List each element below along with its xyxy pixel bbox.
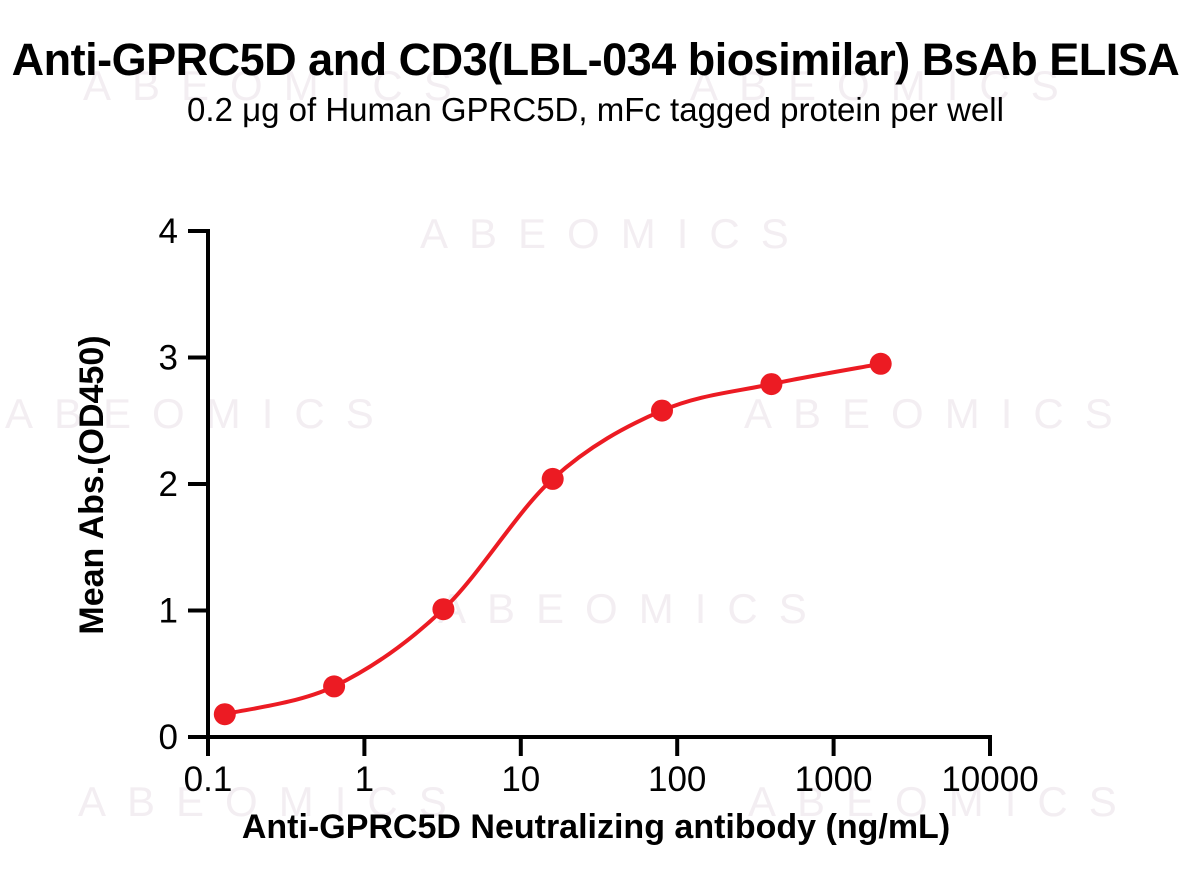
y-tick-label: 3 <box>159 339 178 378</box>
data-point <box>869 352 892 375</box>
data-point <box>213 703 236 726</box>
watermark: ABEOMICS <box>748 778 1138 825</box>
y-tick-label: 1 <box>159 592 178 631</box>
fit-curve <box>224 361 882 717</box>
watermark: ABEOMICS <box>690 62 1080 109</box>
data-point <box>323 675 346 698</box>
plot-series <box>213 352 892 726</box>
x-tick-label: 1000 <box>795 760 873 799</box>
y-axis-title: Mean Abs.(OD450) <box>73 335 111 634</box>
watermark: ABEOMICS <box>420 210 810 257</box>
watermark: ABEOMICS <box>438 585 828 632</box>
y-tick-label: 4 <box>159 212 178 251</box>
y-tick-label: 2 <box>159 465 178 504</box>
chart-title: Anti-GPRC5D and CD3(LBL-034 biosimilar) … <box>11 34 1180 85</box>
watermark: ABEOMICS <box>83 62 473 109</box>
x-tick-label: 0.1 <box>184 760 233 799</box>
x-tick-label: 10000 <box>941 760 1038 799</box>
x-tick-label: 10 <box>501 760 540 799</box>
x-tick-label: 100 <box>648 760 706 799</box>
y-tick-label: 0 <box>159 718 178 757</box>
watermark: ABEOMICS <box>78 778 468 825</box>
data-point <box>760 373 783 396</box>
axes: 0 1 2 3 4 0.1 1 10 100 1000 10000 <box>159 212 1039 799</box>
chart-subtitle: 0.2 μg of Human GPRC5D, mFc tagged prote… <box>187 91 1004 128</box>
x-tick-label: 1 <box>355 760 374 799</box>
watermark: ABEOMICS <box>744 390 1134 437</box>
data-point <box>541 467 564 490</box>
data-point <box>432 598 455 621</box>
watermark: ABEOMICS <box>5 390 395 437</box>
x-axis-title: Anti-GPRC5D Neutralizing antibody (ng/mL… <box>242 808 950 846</box>
data-point <box>651 399 673 422</box>
